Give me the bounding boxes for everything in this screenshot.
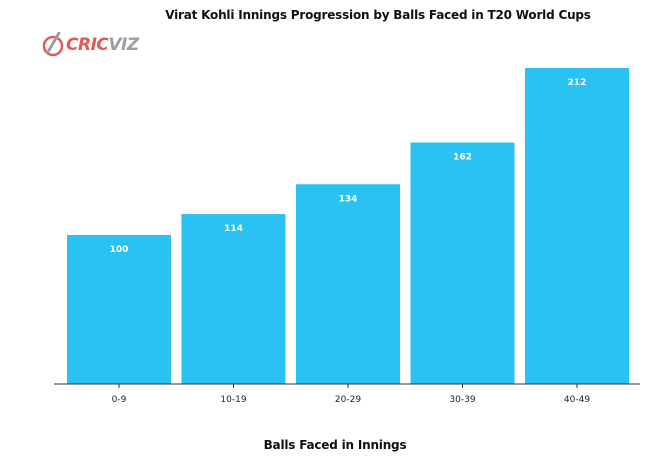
bar-value-label: 162 bbox=[453, 153, 472, 163]
cricket-bat-logo-icon bbox=[42, 32, 64, 57]
x-tick-label: 40-49 bbox=[564, 395, 590, 405]
logo-wordmark: CRICVIZ bbox=[66, 35, 139, 55]
x-tick-label: 30-39 bbox=[449, 395, 475, 405]
bar-0-9 bbox=[67, 234, 171, 384]
x-tick-label: 10-19 bbox=[220, 395, 246, 405]
x-tick-label: 20-29 bbox=[335, 395, 361, 405]
bar-40-49 bbox=[525, 68, 629, 384]
logo-text-viz: VIZ bbox=[108, 35, 139, 55]
x-tick-label: 0-9 bbox=[112, 395, 127, 405]
bars-group: 100 114 134 162 212 bbox=[67, 68, 629, 384]
x-axis-label: Balls Faced in Innings bbox=[263, 438, 407, 452]
bar-10-19 bbox=[181, 214, 286, 384]
logo-text-cric: CRIC bbox=[66, 35, 109, 55]
chart-title: Virat Kohli Innings Progression by Balls… bbox=[165, 8, 591, 22]
bar-30-39 bbox=[410, 142, 515, 384]
bar-20-29 bbox=[296, 184, 400, 384]
bar-value-label: 100 bbox=[110, 245, 129, 255]
bar-value-label: 114 bbox=[224, 224, 243, 234]
bar-value-label: 134 bbox=[339, 194, 358, 204]
cricviz-logo: CRICVIZ bbox=[42, 30, 139, 60]
bar-value-label: 212 bbox=[568, 78, 587, 88]
x-ticks-group: 0-9 10-19 20-29 30-39 40-49 bbox=[112, 384, 590, 405]
